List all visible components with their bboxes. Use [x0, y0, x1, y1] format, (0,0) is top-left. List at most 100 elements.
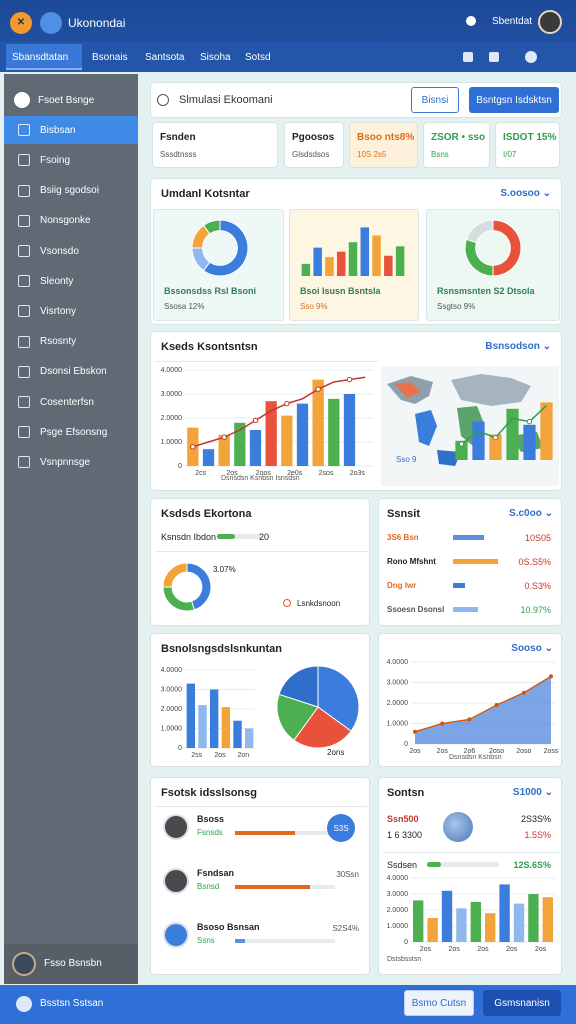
sidebar-item[interactable]: Visrtony: [4, 297, 138, 325]
overview-card: Rsnsmsnten S2 Dtsola Ssgtso 9%: [426, 209, 560, 321]
sidebar-item[interactable]: Fsoet Bsnge: [4, 86, 138, 114]
x-tick-label: 2os: [214, 752, 226, 759]
bar: [218, 434, 230, 466]
dropdown[interactable]: S1000 ⌄: [512, 787, 553, 798]
point: [315, 386, 321, 392]
tab[interactable]: Sotsd: [245, 52, 271, 63]
tab[interactable]: Sbansdtatan: [12, 52, 69, 63]
trend-line: [461, 405, 548, 445]
point: [413, 729, 417, 734]
stat-card: ISDOT 15% I/07: [495, 122, 560, 168]
bar: [455, 440, 468, 460]
bar: [221, 707, 231, 748]
card-caption: Bsoi Isusn Bsntsla: [300, 286, 381, 296]
actors-panel: Fsotsk idsslsonsg Bsoss Fsnsds S3S Fsndsan B…: [150, 777, 370, 975]
sidebar-item[interactable]: Bisbsan: [4, 116, 138, 145]
tab[interactable]: Bsonais: [92, 52, 128, 63]
bar: [456, 908, 467, 942]
button[interactable]: Bsmo Cutsn: [404, 990, 474, 1016]
bar: [325, 257, 334, 276]
row-bar: [453, 559, 498, 564]
slice: [278, 665, 319, 708]
actor-stat: S2S4%: [332, 924, 359, 933]
sidebar-item[interactable]: Sleonty: [4, 267, 138, 295]
y-tick-label: 4.0000: [161, 667, 183, 674]
y-tick-label: 1.0000: [387, 923, 409, 930]
avatar[interactable]: [538, 10, 562, 34]
point: [346, 376, 353, 383]
stat-label: ISDOT 15%: [503, 132, 557, 143]
bar: [360, 227, 370, 276]
panel-title: Fsotsk idsslsonsg: [161, 787, 257, 799]
x-tick-label: 2os: [506, 946, 518, 953]
bar: [202, 449, 215, 466]
x-tick-label: 2oos: [256, 470, 272, 477]
bar: [441, 890, 453, 942]
icon: [18, 456, 30, 469]
sidebar-item[interactable]: Rsosnty: [4, 328, 138, 356]
sidebar-item[interactable]: Bsiig sgodsoi: [4, 177, 138, 205]
map-chart: [455, 402, 553, 460]
sidebar-item[interactable]: Fsoing: [4, 146, 138, 174]
sidebar-item[interactable]: Nonsgonke: [4, 207, 138, 235]
icon[interactable]: [463, 52, 473, 62]
progress-bar: [235, 885, 310, 889]
notification[interactable]: [466, 16, 476, 26]
dropdown[interactable]: S.oosoo ⌄: [500, 188, 551, 199]
progress-track: [235, 939, 335, 943]
y-tick-label: 1.0000: [161, 439, 183, 446]
y-tick-label: 2.0000: [387, 907, 409, 914]
bar: [265, 401, 277, 466]
tab[interactable]: Santsota: [145, 52, 185, 63]
y-tick-label: 4.0000: [387, 659, 409, 666]
bar: [209, 689, 219, 748]
y-tick-label: 1.0000: [161, 725, 183, 732]
stat-value: 10S 2s5: [357, 150, 387, 159]
tab-active-bg: [6, 44, 82, 70]
sidebar-item[interactable]: Vsnpnnsge: [4, 448, 138, 476]
slice: [162, 586, 196, 612]
sidebar-item[interactable]: Vsonsdo: [4, 237, 138, 265]
icon[interactable]: [489, 52, 499, 62]
sidebar-item[interactable]: Dsonsi Ebskon: [4, 358, 138, 386]
footer: Bsstsn Sstsan Bsmo Cutsn Gsmsnanisn: [0, 985, 576, 1024]
row-value: 10.97%: [520, 605, 551, 615]
stat-card: Fsnden Sssdtnsss: [152, 122, 278, 168]
bar: [328, 398, 340, 466]
dropdown[interactable]: Sooso ⌄: [511, 643, 553, 654]
app-icon: [40, 12, 62, 34]
card-caption: Rsnsmsnten S2 Dtsola: [437, 286, 535, 296]
sidebar-item[interactable]: Psge Efsonsng: [4, 418, 138, 446]
dropdown[interactable]: S.c0oo ⌄: [509, 508, 553, 519]
button[interactable]: Bsntgsn Isdsktsn: [469, 87, 559, 113]
x-tick-label: 2os: [535, 946, 547, 953]
tab-bar: Sbansdtatan Bsonais Santsota Sisoha Sots…: [0, 42, 576, 72]
row-value: 0S.S5%: [518, 557, 551, 567]
stat-value: Bsns: [431, 150, 449, 159]
user-name: Sbentdat: [492, 16, 533, 27]
search-input[interactable]: Slmulasi Ekoomani: [179, 94, 273, 106]
point: [190, 444, 196, 450]
bar: [312, 379, 324, 466]
divider: [383, 852, 559, 853]
icon[interactable]: [525, 51, 537, 63]
chart-caption: Dstsbsstsn: [387, 956, 422, 963]
point: [492, 434, 499, 441]
bar: [540, 402, 553, 460]
logo[interactable]: ✕: [10, 12, 32, 34]
button[interactable]: Gsmsnanisn: [483, 990, 561, 1016]
dropdown[interactable]: Bsnsodson ⌄: [485, 341, 551, 352]
point: [467, 717, 472, 722]
card-note: Ssosa 12%: [164, 302, 205, 311]
footer-title: Bsstsn Sstsan: [40, 998, 104, 1009]
x-tick-label: 2os: [226, 470, 238, 477]
combo-chart: 0 1.0000 2.0000 3.0000 4.0000 2cs 2os 2oos 2e0s 2…: [161, 367, 373, 477]
button[interactable]: Bisnsi: [411, 87, 459, 113]
sidebar-item[interactable]: Cosenterfsn: [4, 388, 138, 416]
slice: [465, 219, 494, 244]
label: Rsosnty: [40, 336, 77, 348]
sidebar-user[interactable]: Fsso Bsnsbn: [4, 944, 138, 984]
balance-panel: Bsnolsngsdslsnkuntan 0 1.0000 2.0000 3.0000…: [150, 633, 370, 767]
tab[interactable]: Sisoha: [200, 52, 231, 63]
icon: [18, 275, 30, 288]
